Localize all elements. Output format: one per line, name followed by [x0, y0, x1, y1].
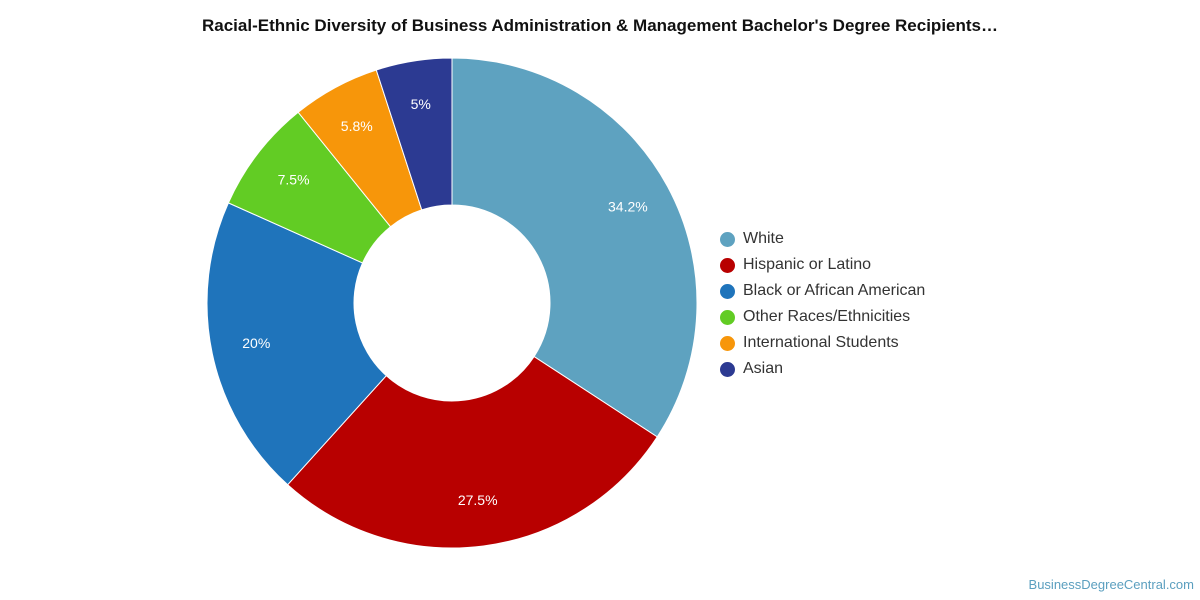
slice-label-asian: 5%: [411, 96, 431, 112]
legend-item-hispanic-or-latino[interactable]: Hispanic or Latino: [720, 252, 925, 278]
legend-swatch-international-students: [720, 335, 735, 351]
legend-swatch-hispanic-or-latino: [720, 257, 735, 273]
slice-labels: 34.2% 27.5% 20% 7.5% 5.8% 5%: [242, 96, 647, 508]
legend-item-white[interactable]: White: [720, 226, 925, 252]
legend-swatch-other-races-ethnicities: [720, 309, 735, 325]
legend-swatch-black-or-african-american: [720, 283, 735, 299]
slice-label-white: 34.2%: [608, 198, 648, 214]
legend-item-international-students[interactable]: International Students: [720, 330, 925, 356]
legend-item-asian[interactable]: Asian: [720, 356, 925, 382]
slice-label-black-or-african-american: 20%: [242, 335, 270, 351]
donut-slices: [206, 57, 698, 549]
slice-label-international-students: 5.8%: [341, 118, 373, 134]
slice-label-hispanic-or-latino: 27.5%: [458, 492, 498, 508]
slice-label-other-races-ethnicities: 7.5%: [278, 172, 310, 188]
credit-link[interactable]: BusinessDegreeCentral.com: [1028, 577, 1194, 592]
legend-label-black-or-african-american: Black or African American: [743, 282, 926, 299]
slice-white[interactable]: [451, 57, 698, 438]
legend-label-white: White: [743, 230, 784, 247]
legend-label-other-races-ethnicities: Other Races/Ethnicities: [743, 308, 911, 325]
slice-hispanic-or-latino[interactable]: [286, 355, 658, 549]
legend-item-other-races-ethnicities[interactable]: Other Races/Ethnicities: [720, 304, 925, 330]
legend-label-international-students: International Students: [743, 334, 899, 351]
legend-item-black-or-african-american[interactable]: Black or African American: [720, 278, 925, 304]
slice-black-or-african-american[interactable]: [206, 202, 387, 486]
chart-title: Racial-Ethnic Diversity of Business Admi…: [201, 16, 998, 35]
chart-legend: White Hispanic or Latino Black or Africa…: [720, 226, 925, 382]
legend-swatch-asian: [720, 361, 735, 377]
legend-label-hispanic-or-latino: Hispanic or Latino: [743, 256, 872, 273]
slice-asian[interactable]: [375, 57, 453, 211]
legend-swatch-white: [720, 231, 735, 247]
legend-label-asian: Asian: [743, 360, 784, 377]
